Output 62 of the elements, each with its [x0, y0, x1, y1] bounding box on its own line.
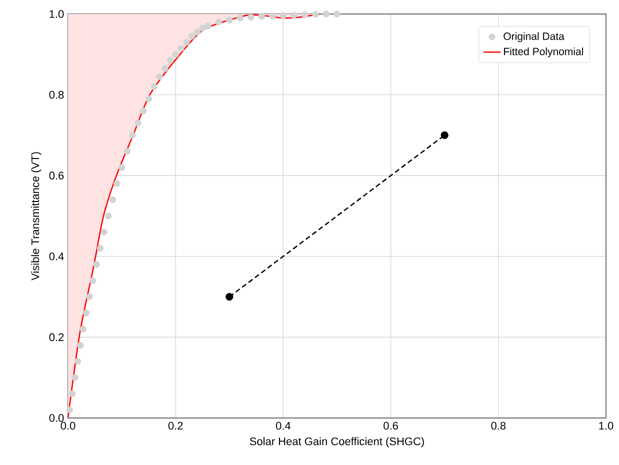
x-tick-label: 0.6: [384, 422, 398, 430]
point: [301, 11, 308, 18]
point: [199, 24, 206, 32]
point: [290, 12, 298, 19]
point: [188, 32, 196, 40]
point: [269, 12, 276, 20]
point: [312, 11, 319, 18]
y-tick-label: 0.0: [49, 414, 64, 422]
point: [66, 406, 74, 414]
point: [280, 12, 287, 19]
point: [124, 148, 131, 155]
point: [226, 16, 233, 24]
point: [178, 44, 184, 52]
point: [215, 18, 222, 26]
point: [86, 293, 93, 300]
point: [104, 212, 112, 220]
y-tick-label: 1.0: [50, 10, 64, 18]
x-tick-label: 0.4: [276, 422, 291, 430]
legend-label: Original Data: [504, 32, 564, 42]
point: [114, 180, 120, 188]
point: [226, 292, 234, 301]
point: [161, 65, 168, 72]
point: [182, 38, 190, 46]
point: [76, 342, 84, 349]
point: [74, 358, 82, 365]
point: [72, 374, 78, 381]
point: [140, 108, 147, 114]
point: [109, 196, 116, 204]
y-tick-label: 0.4: [49, 252, 64, 260]
point: [258, 13, 266, 20]
y-tick-label: 0.6: [49, 172, 64, 180]
x-tick-label: 0.0: [60, 422, 76, 430]
point: [322, 10, 330, 18]
point: [204, 22, 212, 30]
x-tick-label: 0.8: [491, 422, 506, 430]
y-axis-title: Visible Transmittance (VT): [31, 152, 42, 280]
point: [129, 132, 136, 139]
point: [93, 261, 100, 268]
point: [89, 277, 96, 284]
point: [194, 28, 201, 36]
point: [68, 390, 76, 398]
point: [334, 10, 340, 18]
point: [156, 73, 163, 80]
point: [172, 50, 179, 58]
y-tick-label: 0.2: [49, 333, 64, 342]
point: [134, 120, 142, 126]
point: [145, 95, 152, 102]
legend-label: Fitted Polynomial: [504, 48, 583, 58]
x-tick-label: 0.2: [168, 422, 183, 430]
point: [80, 326, 86, 332]
x-tick-label: 1.0: [599, 422, 614, 430]
point: [96, 244, 104, 252]
point: [248, 14, 254, 21]
point: [100, 228, 108, 236]
point: [166, 57, 174, 64]
point: [440, 131, 448, 140]
point: [118, 164, 126, 171]
x-axis-title: Solar Heat Gain Coefficient (SHGC): [250, 437, 424, 448]
point: [236, 14, 244, 22]
point: [150, 83, 158, 90]
y-tick-label: 0.8: [49, 90, 64, 99]
point: [82, 310, 90, 316]
